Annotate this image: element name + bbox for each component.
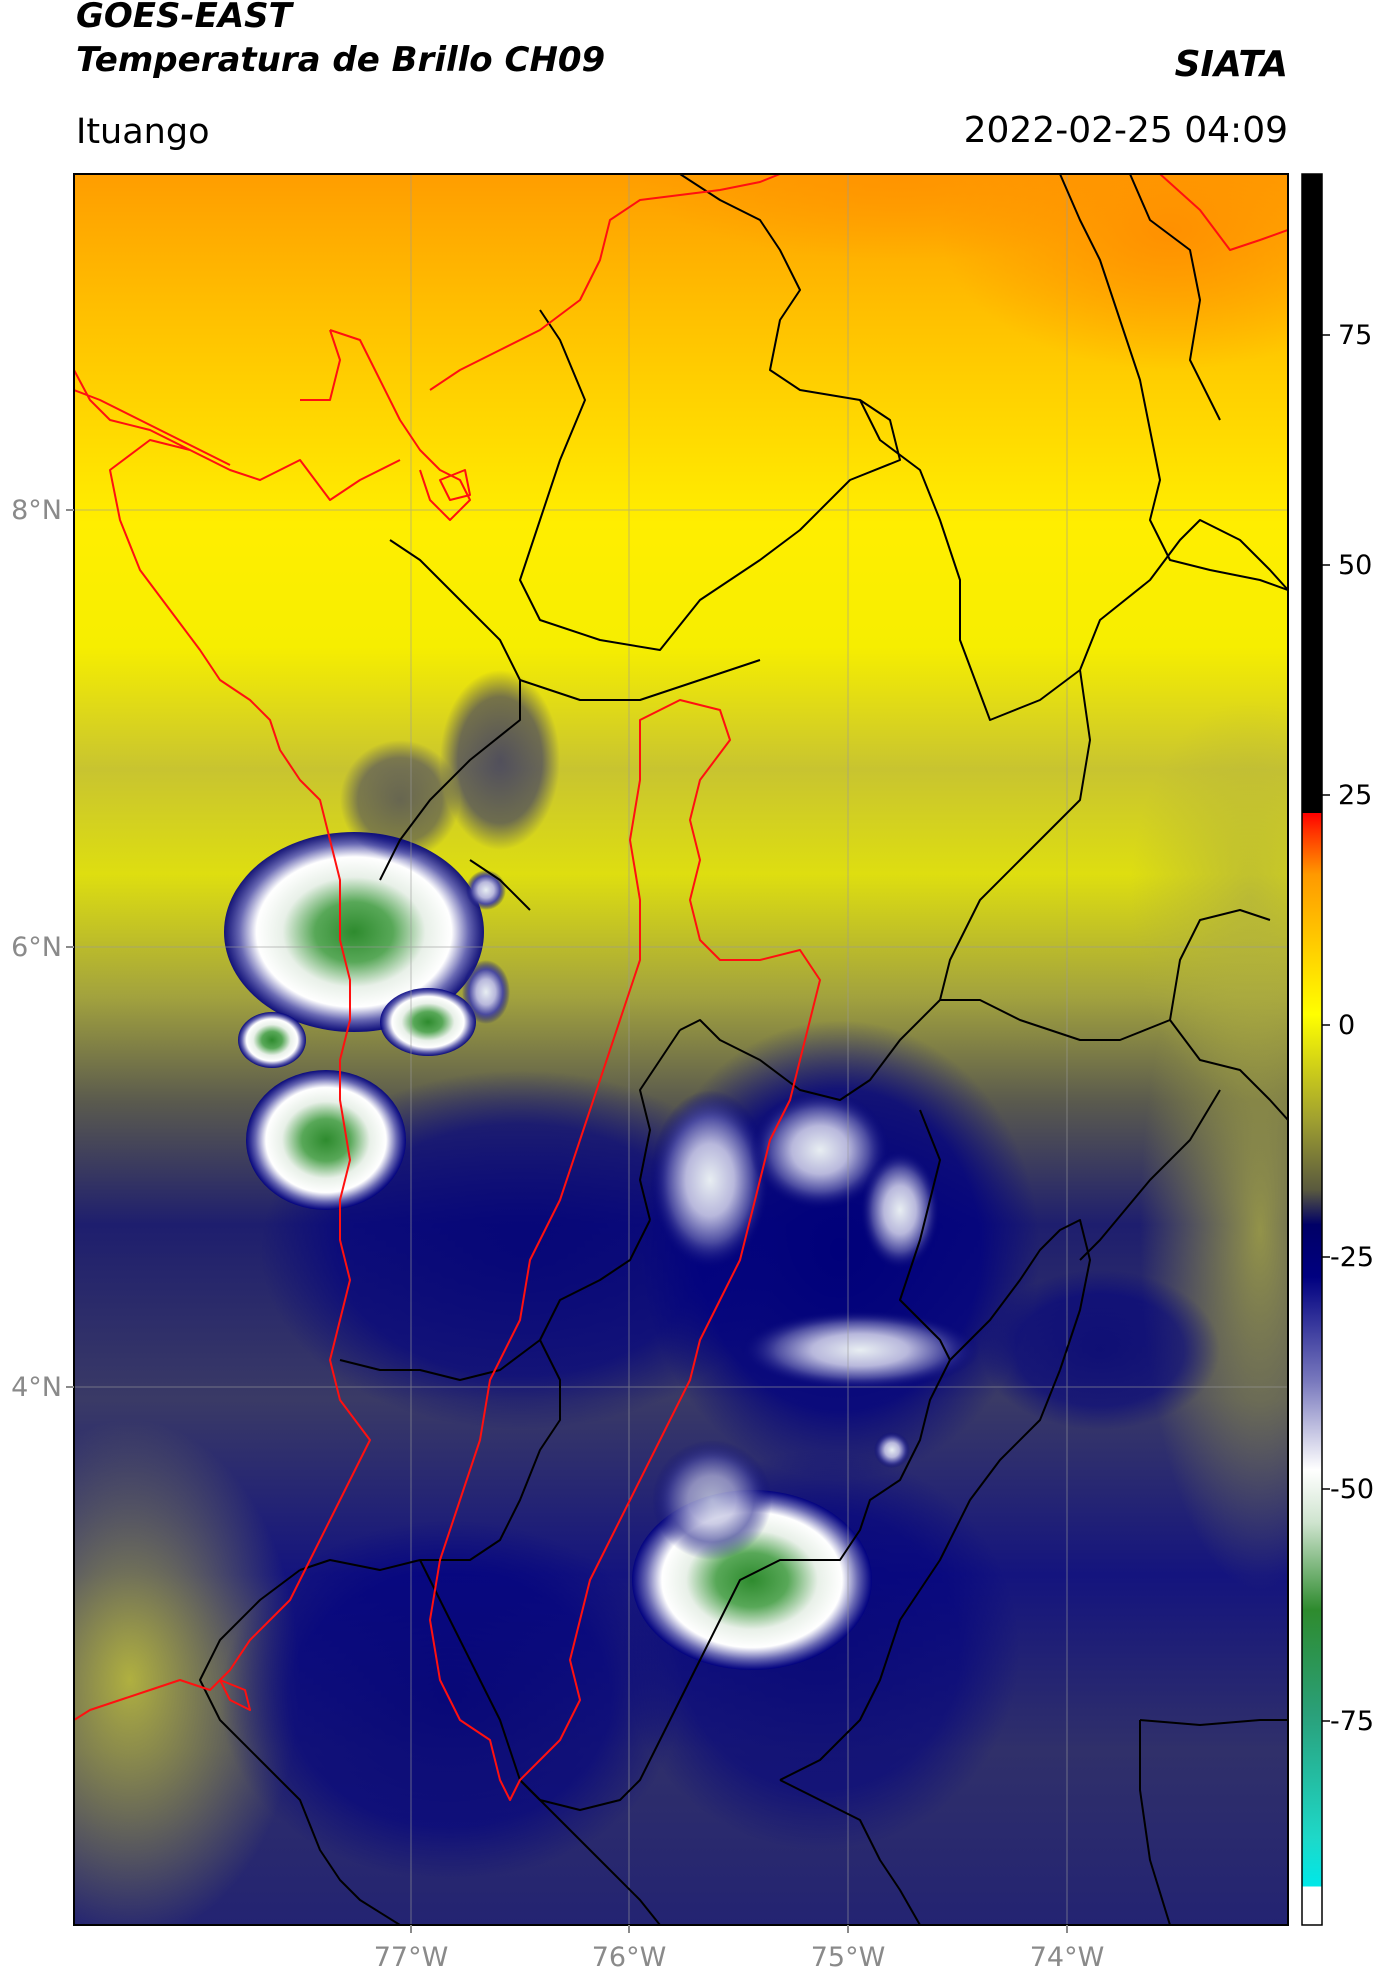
brightness-temperature-raster (74, 174, 1288, 1925)
latitude-axis: 8°N 6°N 4°N (11, 495, 74, 1403)
department-boundaries (199, 174, 1288, 1925)
title-product: Temperatura de Brillo CH09 (76, 40, 606, 80)
datetime-label: 2022-02-25 04:09 (963, 110, 1288, 151)
colorbar-label-50: 50 (1338, 550, 1372, 581)
colorbar-label-75: 75 (1338, 320, 1372, 351)
colorbar-label-minus75: -75 (1330, 1706, 1374, 1737)
colorbar-label-25: 25 (1338, 780, 1372, 811)
lat-label-6n: 6°N (11, 932, 62, 963)
lon-label-77w: 77°W (374, 1942, 449, 1973)
lat-label-8n: 8°N (11, 495, 62, 526)
colorbar-label-0: 0 (1338, 1010, 1355, 1041)
colorbar-ramp (1301, 173, 1323, 1926)
lon-label-74w: 74°W (1030, 1942, 1105, 1973)
map-title: GOES-EAST Temperatura de Brillo CH09 (76, 0, 605, 82)
colorbar: 75 50 25 0 -25 -50 -75 (1301, 173, 1374, 1926)
lat-label-4n: 4°N (11, 1372, 62, 1403)
title-satellite: GOES-EAST (76, 0, 292, 36)
lon-label-75w: 75°W (811, 1942, 886, 1973)
place-label: Ituango (76, 112, 210, 152)
org-label: SIATA (1174, 44, 1288, 85)
longitude-axis: 77°W 76°W 75°W 74°W (374, 1925, 1105, 1973)
map-frame (73, 173, 1289, 1926)
lon-label-76w: 76°W (592, 1942, 667, 1973)
graticule (74, 174, 1288, 1925)
colorbar-label-minus25: -25 (1330, 1242, 1374, 1273)
coastline-border (74, 174, 1288, 1801)
colorbar-label-minus50: -50 (1330, 1474, 1374, 1505)
